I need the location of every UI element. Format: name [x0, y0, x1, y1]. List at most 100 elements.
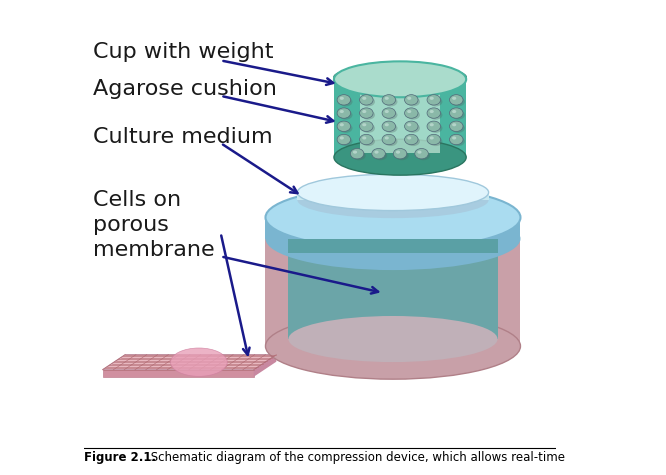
Ellipse shape [352, 151, 366, 160]
Ellipse shape [353, 151, 357, 154]
Ellipse shape [337, 95, 350, 105]
Ellipse shape [407, 123, 412, 126]
Text: Culture medium: Culture medium [93, 126, 273, 146]
Ellipse shape [406, 124, 420, 133]
Ellipse shape [452, 123, 456, 126]
Ellipse shape [427, 108, 440, 118]
Ellipse shape [404, 108, 418, 118]
Ellipse shape [406, 110, 420, 120]
Polygon shape [103, 370, 254, 377]
Ellipse shape [450, 121, 463, 132]
Text: Schematic diagram of the compression device, which allows real-time: Schematic diagram of the compression dev… [147, 451, 565, 464]
Ellipse shape [266, 207, 521, 270]
Ellipse shape [396, 151, 400, 154]
Ellipse shape [360, 95, 373, 105]
Ellipse shape [404, 121, 418, 132]
Ellipse shape [404, 134, 418, 145]
Ellipse shape [382, 134, 396, 145]
Ellipse shape [340, 136, 344, 140]
Ellipse shape [395, 151, 409, 160]
Ellipse shape [430, 136, 434, 140]
Ellipse shape [450, 108, 463, 118]
Ellipse shape [362, 124, 375, 133]
Ellipse shape [362, 97, 375, 106]
Polygon shape [103, 355, 276, 370]
Ellipse shape [382, 95, 396, 105]
Ellipse shape [427, 134, 440, 145]
Ellipse shape [452, 97, 456, 100]
Ellipse shape [404, 95, 418, 105]
Ellipse shape [384, 137, 398, 146]
Text: Agarose cushion: Agarose cushion [93, 79, 277, 99]
Ellipse shape [334, 66, 466, 88]
Ellipse shape [384, 110, 398, 120]
Text: Figure 2.1.: Figure 2.1. [84, 451, 156, 464]
Ellipse shape [415, 149, 428, 159]
Ellipse shape [452, 137, 465, 146]
Polygon shape [266, 228, 521, 346]
Ellipse shape [372, 149, 386, 159]
Ellipse shape [452, 136, 456, 140]
Polygon shape [360, 82, 440, 152]
Text: Cells on
porous
membrane: Cells on porous membrane [93, 190, 214, 260]
Ellipse shape [339, 97, 352, 106]
Ellipse shape [429, 137, 442, 146]
Ellipse shape [266, 313, 521, 379]
Polygon shape [266, 218, 521, 238]
Ellipse shape [362, 110, 366, 113]
Ellipse shape [394, 149, 407, 159]
Ellipse shape [407, 136, 412, 140]
Ellipse shape [427, 95, 440, 105]
Ellipse shape [374, 151, 387, 160]
Ellipse shape [337, 108, 350, 118]
Ellipse shape [407, 110, 412, 113]
Ellipse shape [429, 124, 442, 133]
Ellipse shape [418, 151, 422, 154]
Ellipse shape [427, 121, 440, 132]
Ellipse shape [385, 123, 389, 126]
Ellipse shape [362, 136, 366, 140]
Ellipse shape [362, 123, 366, 126]
Ellipse shape [362, 110, 375, 120]
Ellipse shape [406, 97, 420, 106]
Ellipse shape [430, 110, 434, 113]
Ellipse shape [266, 186, 521, 249]
Ellipse shape [339, 137, 352, 146]
Ellipse shape [429, 110, 442, 120]
Polygon shape [288, 245, 498, 339]
Ellipse shape [362, 137, 375, 146]
Ellipse shape [334, 61, 466, 97]
Ellipse shape [384, 124, 398, 133]
Ellipse shape [385, 136, 389, 140]
Polygon shape [254, 355, 276, 377]
Polygon shape [288, 238, 498, 253]
Ellipse shape [385, 97, 389, 100]
Ellipse shape [339, 124, 352, 133]
Ellipse shape [362, 97, 366, 100]
Ellipse shape [360, 121, 373, 132]
Ellipse shape [452, 110, 456, 113]
Ellipse shape [297, 174, 489, 210]
Ellipse shape [452, 97, 465, 106]
Ellipse shape [450, 134, 463, 145]
Ellipse shape [382, 108, 396, 118]
Ellipse shape [385, 110, 389, 113]
Ellipse shape [337, 121, 350, 132]
Ellipse shape [288, 316, 498, 362]
Ellipse shape [360, 108, 373, 118]
Ellipse shape [430, 97, 434, 100]
Ellipse shape [340, 110, 344, 113]
Ellipse shape [406, 137, 420, 146]
Polygon shape [297, 192, 489, 200]
Polygon shape [334, 79, 466, 157]
Ellipse shape [360, 134, 373, 145]
Ellipse shape [340, 97, 344, 100]
Ellipse shape [350, 149, 364, 159]
Ellipse shape [384, 97, 398, 106]
Ellipse shape [382, 121, 396, 132]
Ellipse shape [297, 182, 489, 218]
Ellipse shape [452, 124, 465, 133]
Ellipse shape [407, 97, 412, 100]
Ellipse shape [334, 139, 466, 175]
Ellipse shape [450, 95, 463, 105]
